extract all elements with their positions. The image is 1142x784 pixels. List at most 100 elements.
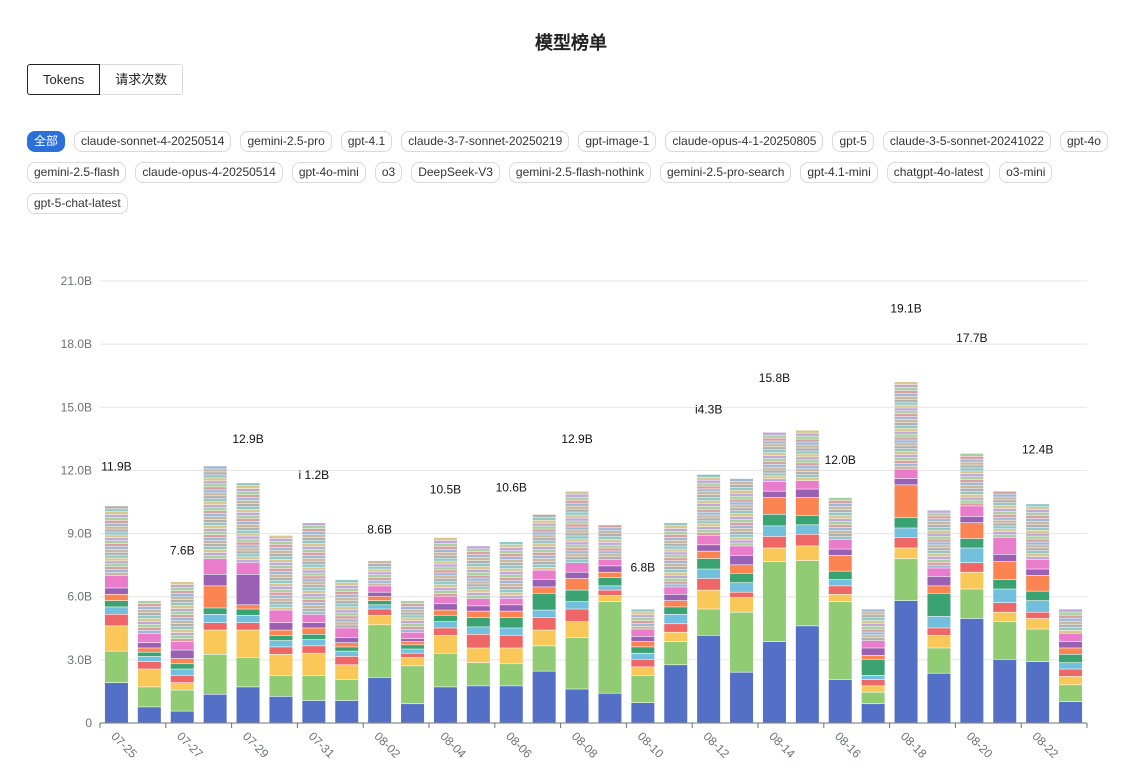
bar-segment-minor — [203, 505, 227, 508]
bar-segment — [631, 659, 655, 667]
filter-chip[interactable]: gpt-4.1 — [340, 131, 393, 152]
bar-segment — [598, 595, 622, 602]
filter-chip[interactable]: claude-3-5-sonnet-20241022 — [882, 131, 1051, 152]
filter-chip[interactable]: gemini-2.5-flash — [27, 162, 127, 183]
bar-segment-minor — [236, 539, 260, 542]
filter-chip[interactable]: o3 — [374, 162, 403, 183]
bar-segment-minor — [236, 506, 260, 510]
bar-segment-minor — [795, 451, 819, 454]
bar-segment-minor — [894, 416, 918, 420]
tab-tokens[interactable]: Tokens — [27, 64, 101, 95]
filter-chip[interactable]: gpt-4o — [1059, 131, 1108, 152]
bar-segment-minor — [828, 503, 852, 507]
bar-segment-minor — [532, 546, 556, 550]
bar-segment — [269, 696, 293, 723]
bar-segment-minor — [466, 578, 490, 581]
filter-chip[interactable]: gemini-2.5-pro-search — [659, 162, 792, 183]
filter-chip[interactable]: gpt-4.1-mini — [800, 162, 878, 183]
bar-segment-minor — [269, 559, 293, 563]
bar-segment-minor — [598, 551, 622, 554]
bar-segment — [335, 700, 359, 723]
bar-segment — [499, 648, 523, 664]
bar-segment-minor — [499, 574, 523, 578]
bar-segment-minor — [894, 443, 918, 446]
bar-segment-minor — [302, 528, 326, 532]
bar-segment-minor — [993, 531, 1017, 535]
total-label: 7.6B — [170, 544, 195, 558]
bar-segment-minor — [236, 512, 260, 516]
bar-segment — [532, 630, 556, 646]
bar-segment-minor — [170, 617, 194, 621]
bar-segment-minor — [565, 539, 589, 542]
filter-chip[interactable]: chatgpt-4o-latest — [886, 162, 991, 183]
filter-chip[interactable]: gemini-2.5-pro — [240, 131, 332, 152]
bar-segment-minor — [927, 562, 951, 565]
tab-request-count[interactable]: 请求次数 — [100, 64, 184, 95]
bar-segment-minor — [236, 515, 260, 519]
bar-segment-minor — [499, 559, 523, 563]
bar-segment-minor — [697, 494, 721, 498]
model-filter-bar: 全部 claude-sonnet-4-20250514 gemini-2.5-pro… — [27, 131, 1117, 214]
bar-segment-minor — [730, 478, 754, 482]
filter-chip[interactable]: DeepSeek-V3 — [411, 162, 500, 183]
bar-segment — [894, 517, 918, 528]
filter-chip[interactable]: claude-opus-4-1-20250805 — [665, 131, 824, 152]
bar-segment-minor — [137, 624, 161, 628]
filter-chip[interactable]: claude-opus-4-20250514 — [135, 162, 283, 183]
bar-segment — [697, 569, 721, 579]
bar-segment-minor — [269, 592, 293, 595]
bar-segment — [302, 628, 326, 634]
filter-chip[interactable]: gpt-image-1 — [578, 131, 657, 152]
bar-segment — [1026, 612, 1050, 619]
bar-segment-minor — [433, 587, 457, 591]
bar-segment-minor — [960, 471, 984, 474]
filter-chip[interactable]: gpt-5 — [832, 131, 874, 152]
bar-segment — [762, 491, 786, 498]
bar-segment-minor — [236, 548, 260, 551]
bar-segment-minor — [927, 545, 951, 548]
filter-chip[interactable]: 全部 — [27, 131, 66, 152]
bar-segment-minor — [795, 430, 819, 433]
total-label: 10.5B — [430, 483, 461, 497]
bar-segment — [532, 570, 556, 580]
bar-segment-minor — [499, 544, 523, 548]
bar-segment-minor — [565, 503, 589, 506]
x-tick-label: 08-14 — [766, 729, 798, 761]
bar-segment-minor — [565, 500, 589, 503]
bar-segment-minor — [466, 554, 490, 558]
bar-segment — [1026, 559, 1050, 569]
bar-segment — [960, 523, 984, 539]
filter-chip[interactable]: claude-sonnet-4-20250514 — [74, 131, 232, 152]
bar-segment-minor — [104, 546, 128, 550]
bar-segment-minor — [664, 528, 688, 532]
bar-segment-minor — [104, 564, 128, 567]
bar-segment-minor — [203, 490, 227, 493]
filter-chip[interactable]: gpt-5-chat-latest — [27, 193, 128, 214]
filter-chip[interactable]: claude-3-7-sonnet-20250219 — [401, 131, 570, 152]
bar-segment-minor — [598, 548, 622, 551]
bar-segment-minor — [236, 494, 260, 498]
bar-segment-minor — [499, 553, 523, 557]
total-label: 12.4B — [1022, 443, 1053, 457]
bar-segment-minor — [894, 414, 918, 417]
bar-segment — [302, 700, 326, 723]
bar-segment-minor — [203, 531, 227, 535]
bar-segment-minor — [203, 517, 227, 520]
bar-segment — [335, 665, 359, 680]
bar-segment-minor — [137, 609, 161, 613]
bar-segment — [401, 666, 425, 704]
bar-segment — [236, 687, 260, 723]
bar-segment — [730, 573, 754, 583]
bar-segment-minor — [170, 599, 194, 603]
bar-segment-minor — [269, 607, 293, 610]
bar-segment — [203, 623, 227, 630]
bar-segment-minor — [466, 549, 490, 552]
filter-chip[interactable]: gemini-2.5-flash-nothink — [508, 162, 651, 183]
bar-segment — [532, 646, 556, 671]
filter-chip[interactable]: o3-mini — [999, 162, 1053, 183]
bar-segment-minor — [927, 533, 951, 536]
filter-chip[interactable]: gpt-4o-mini — [291, 162, 366, 183]
bar-segment-minor — [927, 527, 951, 531]
bar-segment-minor — [861, 638, 885, 641]
bar-segment — [203, 694, 227, 723]
